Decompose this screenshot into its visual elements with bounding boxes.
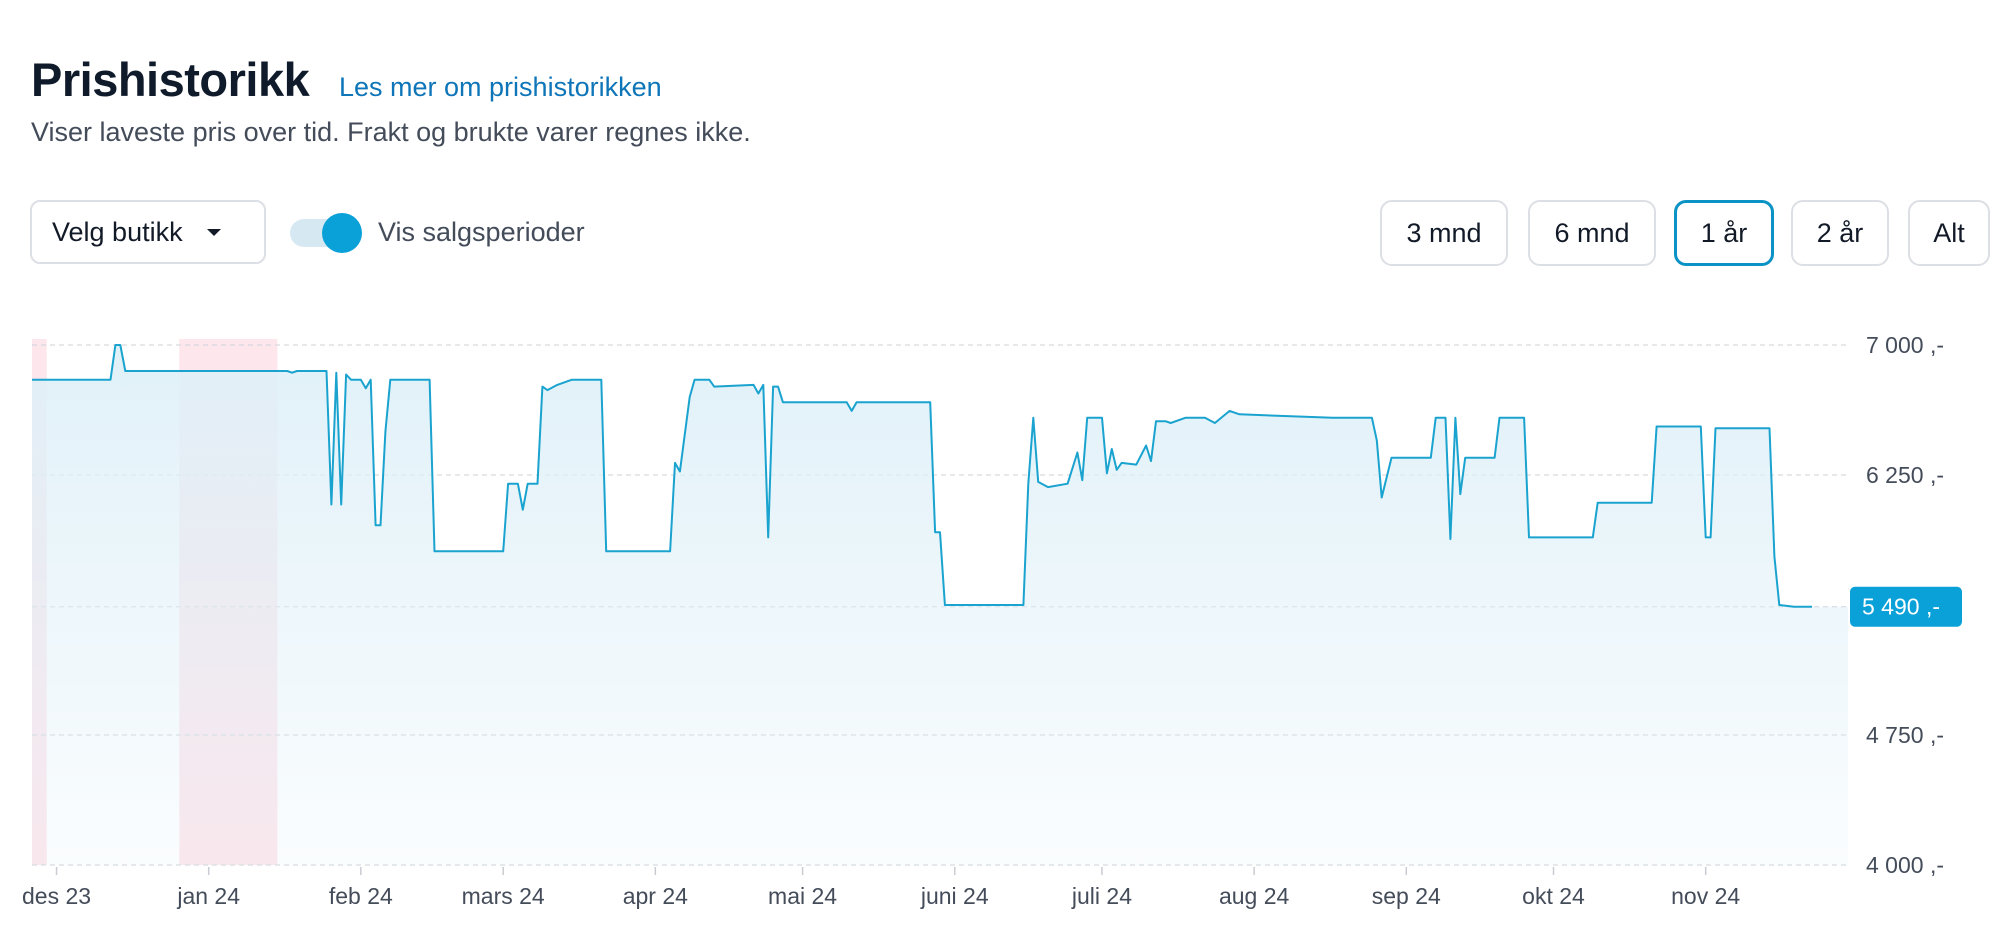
page-title: Prishistorikk xyxy=(31,53,310,106)
y-tick-label: 7 000 ,- xyxy=(1866,332,1944,358)
range-button-3-mnd[interactable]: 3 mnd xyxy=(1380,200,1508,266)
range-button-label: 1 år xyxy=(1700,217,1748,248)
range-button-label: Alt xyxy=(1933,217,1965,248)
x-tick-label: mars 24 xyxy=(462,883,545,909)
chevron-down-icon xyxy=(206,228,221,236)
x-tick-label: mai 24 xyxy=(768,883,837,909)
range-button-1-ar[interactable]: 1 år xyxy=(1674,200,1774,266)
range-button-label: 3 mnd xyxy=(1406,217,1482,248)
y-tick-label: 6 250 ,- xyxy=(1866,462,1944,488)
range-button-6-mnd[interactable]: 6 mnd xyxy=(1528,200,1656,266)
y-tick-label: 4 000 ,- xyxy=(1866,852,1944,878)
x-tick-label: okt 24 xyxy=(1522,883,1585,909)
x-tick-label: juli 24 xyxy=(1071,883,1132,909)
range-button-alt[interactable]: Alt xyxy=(1908,200,1990,266)
range-button-2-ar[interactable]: 2 år xyxy=(1791,200,1889,266)
x-tick-label: jan 24 xyxy=(176,883,240,909)
store-select[interactable]: Velg butikk xyxy=(30,200,266,264)
store-select-label: Velg butikk xyxy=(52,216,183,247)
x-tick-label: des 23 xyxy=(22,883,91,909)
range-button-label: 6 mnd xyxy=(1554,217,1630,248)
current-price-badge xyxy=(1850,586,1962,627)
current-price-label: 5 490 ,- xyxy=(1862,594,1940,620)
y-tick-label: 4 750 ,- xyxy=(1866,722,1944,748)
range-button-label: 2 år xyxy=(1816,217,1864,248)
x-tick-label: sep 24 xyxy=(1372,883,1441,909)
sale-periods-toggle-label: Vis salgsperioder xyxy=(378,217,585,247)
x-tick-label: apr 24 xyxy=(623,883,688,909)
price-history-chart[interactable]: 7 000 ,- 6 250 ,- 4 750 ,- 4 000 ,- 5 490 ,-… xyxy=(0,320,2000,920)
page-subtitle: Viser laveste pris over tid. Frakt og br… xyxy=(31,117,751,147)
x-tick-label: juni 24 xyxy=(920,883,989,909)
price-history-info-link[interactable]: Les mer om prishistorikken xyxy=(339,72,662,102)
toggle-knob[interactable] xyxy=(322,213,362,253)
x-tick-label: nov 24 xyxy=(1671,883,1740,909)
x-tick-label: feb 24 xyxy=(329,883,393,909)
x-tick-label: aug 24 xyxy=(1219,883,1290,909)
price-line xyxy=(32,344,1813,608)
price-area xyxy=(32,345,1848,865)
